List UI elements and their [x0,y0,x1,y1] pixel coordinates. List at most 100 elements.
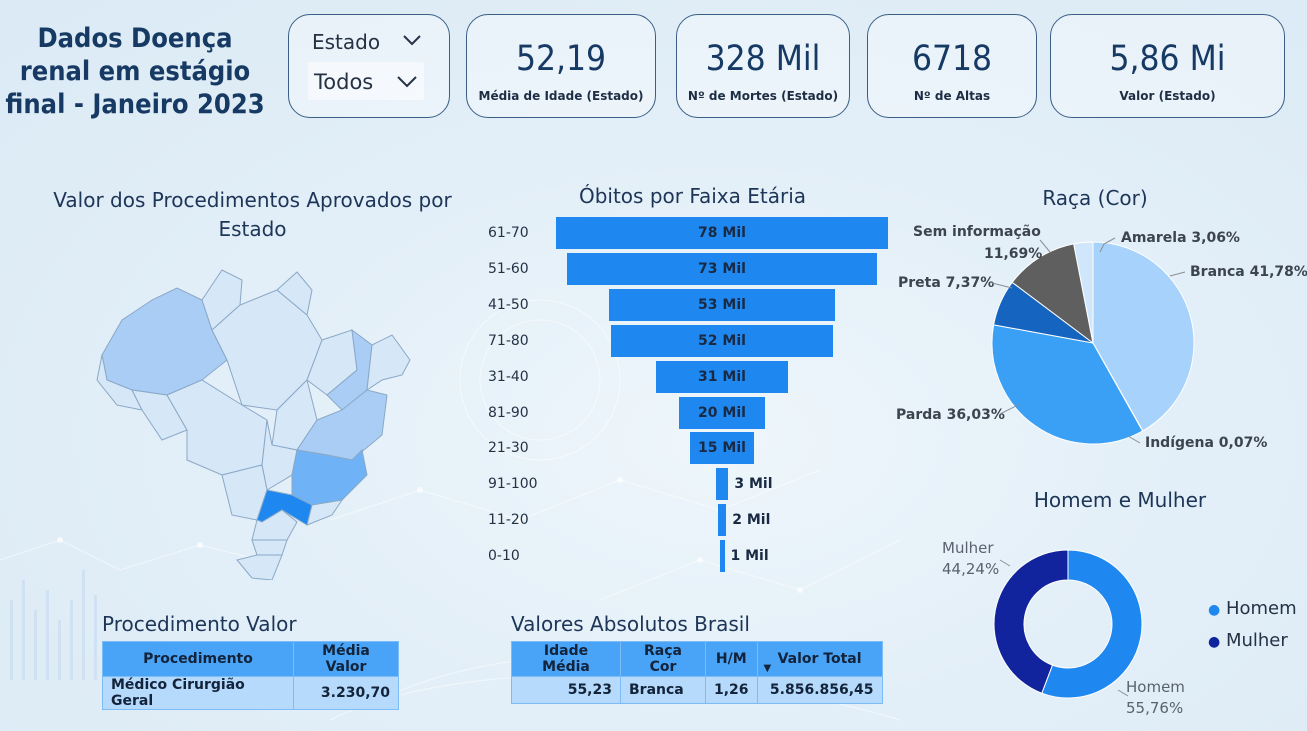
legend-label-homem: Homem [1225,598,1297,619]
funnel-bar[interactable] [679,396,765,429]
brazil-map[interactable] [92,260,412,580]
table-header-row: Idade Média Raça Cor H/M Valor Total ▼ [511,641,883,677]
donut-label-mulher-name: Mulher [942,539,994,557]
funnel-data-label: 52 Mil [698,332,746,349]
funnel-title: Óbitos por Faixa Etária [578,184,807,208]
funnel-category-label: 51-60 [488,260,529,277]
kpi-value: 6718 [911,39,993,79]
kpi-card-altas: 6718 Nº de Altas [867,14,1037,118]
kpi-value: 328 Mil [705,39,821,79]
pie-slice-sem-informação[interactable] [1011,243,1094,345]
kpi-card-mortes: 328 Mil Nº de Mortes (Estado) [676,14,850,118]
funnel-data-label: 73 Mil [698,260,746,277]
funnel-data-label: 2 Mil [732,512,771,529]
column-header-raca-cor[interactable]: Raça Cor [620,641,706,677]
funnel-category-label: 61-70 [488,225,529,241]
column-header-procedimento[interactable]: Procedimento [102,641,294,677]
abs-table: Idade Média Raça Cor H/M Valor Total ▼ 5… [511,641,883,704]
pie-label-sem-info: Sem informação [913,224,1041,240]
pie-label-preta: Preta 7,37% [898,275,995,291]
funnel-bar[interactable] [611,324,833,357]
pie-label-amarela: Amarela 3,06% [1121,230,1240,246]
table-cell: Branca [620,676,706,704]
table-cell: Médico Cirurgião Geral [102,676,294,710]
funnel-data-label: 1 Mil [730,548,769,565]
column-header-media-valor[interactable]: Média Valor [293,641,399,677]
kpi-card-valor: 5,86 Mi Valor (Estado) [1050,14,1285,118]
sexo-title: Homem e Mulher [1033,488,1207,512]
funnel-bar[interactable] [715,468,729,501]
page-title: Dados Doença renal em estágio final - Ja… [4,22,266,121]
legend-item-homem[interactable]: ● Homem [1208,598,1297,619]
kpi-label: Valor (Estado) [1119,89,1216,103]
kpi-label: Média de Idade (Estado) [478,89,644,103]
slicer-header-chevron-icon[interactable] [402,33,422,47]
column-header-hm[interactable]: H/M [705,641,758,677]
legend-label-mulher: Mulher [1225,630,1288,651]
kpi-card-media-idade: 52,19 Média de Idade (Estado) [466,14,656,118]
sort-descending-icon[interactable]: ▼ [763,663,772,674]
sexo-donut-chart[interactable] [992,548,1144,700]
map-title-line-1: Valor dos Procedimentos Aprovados por [53,188,452,212]
estado-dropdown[interactable] [308,62,424,100]
funnel-category-label: 81-90 [488,404,529,421]
funnel-bar[interactable] [609,288,835,321]
funnel-category-label: 31-40 [488,368,529,385]
funnel-category-label: 91-100 [488,476,538,493]
pie-label-branca: Branca 41,78% [1190,264,1307,280]
map-region-rio-grande-do-sul [236,554,283,580]
table-cell: 5.856.856,45 [756,676,883,704]
proc-table: Procedimento Média Valor Médico Cirurgiã… [102,641,399,710]
pie-slice-mulher[interactable] [993,549,1069,694]
funnel-bar[interactable] [717,504,727,537]
pie-slice-homem[interactable] [1041,549,1143,699]
table-cell: 1,26 [705,676,758,704]
title-line-3: final - Janeiro 2023 [5,89,265,120]
map-region-roraima [201,269,243,331]
column-header-valor-total-label: Valor Total [777,651,862,667]
chevron-down-icon[interactable] [396,74,418,88]
funnel-data-label: 31 Mil [698,368,746,385]
donut-label-mulher-pct: 44,24% [942,560,1000,578]
funnel-bar[interactable] [566,252,878,285]
map-region-amapa [276,271,313,316]
table-row[interactable]: 55,23 Branca 1,26 5.856.856,45 [511,676,883,704]
legend-dot-mulher: ● [1208,634,1221,650]
funnel-category-label: 41-50 [488,296,529,313]
donut-label-homem-name: Homem [1126,678,1185,696]
column-header-idade-media[interactable]: Idade Média [511,641,621,677]
legend-item-mulher[interactable]: ● Mulher [1208,630,1288,651]
pie-label-parda: Parda 36,03% [896,407,1005,423]
map-title: Valor dos Procedimentos Aprovados por Es… [0,186,505,244]
funnel-data-label: 20 Mil [698,404,746,421]
funnel-data-label: 3 Mil [734,476,773,493]
kpi-label: Nº de Mortes (Estado) [687,89,839,103]
abs-table-title: Valores Absolutos Brasil [511,612,750,636]
funnel-bar[interactable] [656,360,788,393]
estado-slicer-label: Estado [312,30,381,54]
funnel-data-label: 78 Mil [698,225,746,241]
funnel-bar[interactable] [719,540,725,573]
funnel-category-label: 0-10 [488,548,520,565]
funnel-bar[interactable] [690,432,754,465]
pie-slice-amarela[interactable] [1073,241,1094,344]
title-line-1: Dados Doença [37,23,233,54]
funnel-bar[interactable] [556,217,888,249]
pie-slice-branca[interactable] [1092,241,1195,432]
raca-title: Raça (Cor) [1042,186,1148,210]
column-header-valor-total[interactable]: Valor Total ▼ [756,641,883,677]
kpi-value: 5,86 Mi [1109,39,1226,79]
raca-pie-chart[interactable] [990,240,1196,446]
funnel-category-label: 71-80 [488,332,529,349]
kpi-value: 52,19 [515,39,607,79]
legend-dot-homem: ● [1208,602,1221,618]
table-cell: 55,23 [511,676,621,704]
map-region-rio-de-janeiro [306,499,344,526]
funnel-data-label: 53 Mil [698,296,746,313]
pie-slice-parda[interactable] [991,324,1144,445]
table-row[interactable]: Médico Cirurgião Geral 3.230,70 [102,676,399,710]
funnel-category-label: 11-20 [488,512,529,529]
